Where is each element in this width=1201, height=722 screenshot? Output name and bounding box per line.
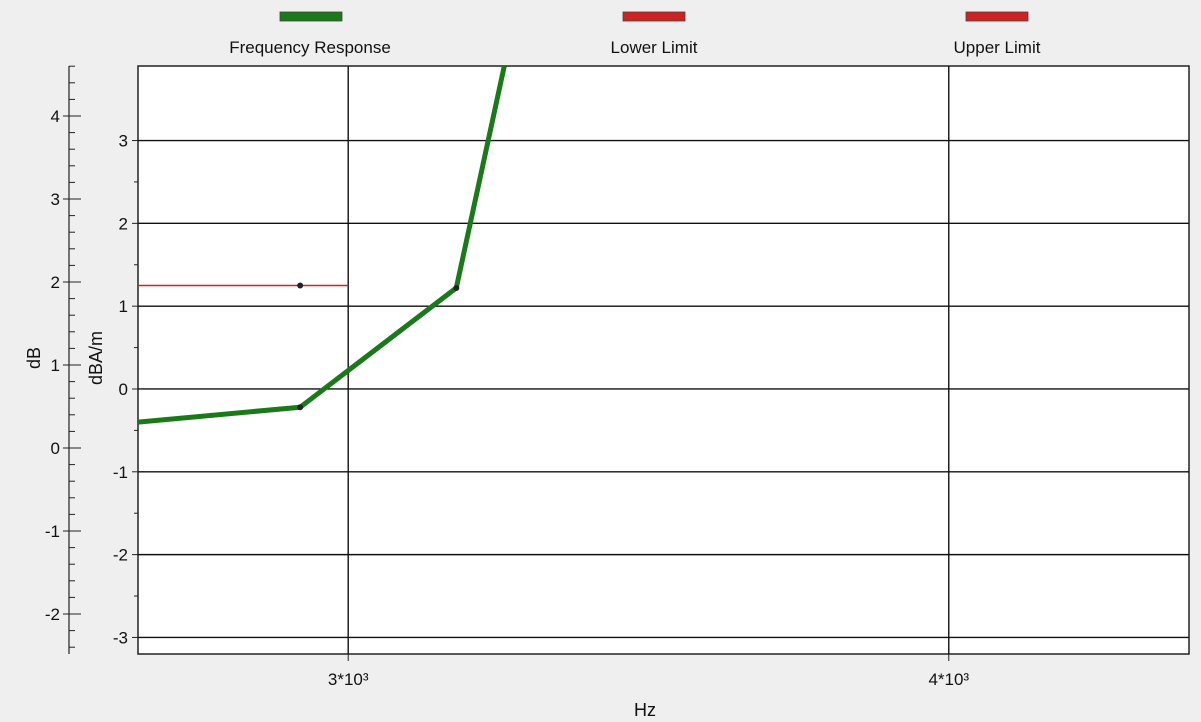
y-left-tick-label-6: -2: [45, 605, 60, 624]
y-left-tick-label-1: 3: [51, 190, 60, 209]
left-axis: 4 3 2 1 0 -1 -2: [45, 65, 81, 654]
y-left-tick-label-3: 1: [51, 356, 60, 375]
y-right-tick-label-2: 1: [119, 297, 128, 316]
y-right-tick-label-5: -2: [113, 546, 128, 565]
y-right-tick-label-4: -1: [113, 463, 128, 482]
y-right-tick-label-3: 0: [119, 380, 128, 399]
legend-label-2: Upper Limit: [954, 38, 1041, 57]
legend-label-0: Frequency Response: [229, 38, 391, 57]
series-line-frequency-response: [138, 66, 507, 425]
grid: [138, 66, 1189, 654]
x-tick-label-1: 4*10³: [928, 670, 969, 689]
y-left-tick-label-4: 0: [51, 439, 60, 458]
data-point-marker-0: [297, 282, 304, 289]
x-axis: 3*10³ 4*10³: [328, 654, 969, 689]
y-right-tick-label-6: -3: [113, 628, 128, 647]
y-left-tick-label-2: 2: [51, 273, 60, 292]
legend-swatch-0: [279, 11, 343, 22]
series-layer: [138, 66, 507, 425]
data-point-marker-2: [453, 284, 460, 291]
data-point-marker-1: [297, 404, 304, 411]
y-left-axis-label: dB: [24, 347, 44, 369]
y-left-tick-label-0: 4: [51, 107, 60, 126]
legend-swatch-1: [622, 11, 686, 22]
legend-swatch-2: [965, 11, 1029, 22]
y-right-axis-label: dBA/m: [86, 331, 106, 385]
y-left-tick-label-5: -1: [45, 522, 60, 541]
y-right-tick-label-0: 3: [119, 132, 128, 151]
legend-label-1: Lower Limit: [611, 38, 698, 57]
plot-area: [137, 65, 1190, 655]
legend: Frequency Response Lower Limit Upper Limit: [229, 11, 1041, 57]
x-axis-label: Hz: [634, 700, 656, 720]
x-tick-label-0: 3*10³: [328, 670, 369, 689]
right-axis: 3 2 1 0 -1 -2 -3: [113, 132, 138, 647]
y-right-tick-label-1: 2: [119, 214, 128, 233]
